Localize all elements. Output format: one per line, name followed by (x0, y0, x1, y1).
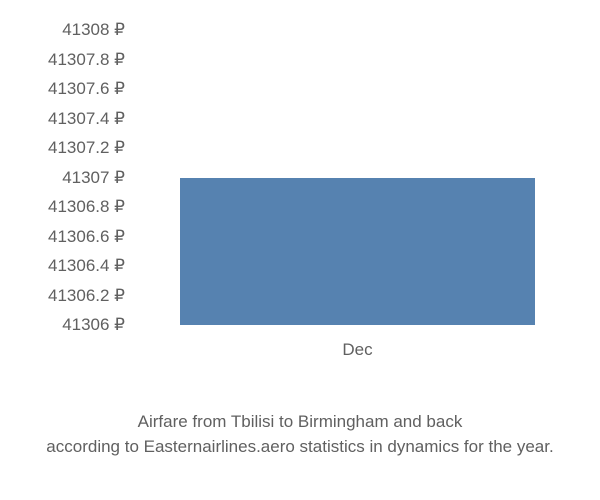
y-tick-label: 41306.6 ₽ (48, 227, 125, 247)
caption-line-1: Airfare from Tbilisi to Birmingham and b… (0, 410, 600, 435)
y-tick-label: 41308 ₽ (62, 20, 125, 40)
y-tick-label: 41306.4 ₽ (48, 256, 125, 276)
caption-line-2: according to Easternairlines.aero statis… (0, 435, 600, 460)
y-tick-label: 41306.2 ₽ (48, 286, 125, 306)
chart-container: 41308 ₽41307.8 ₽41307.6 ₽41307.4 ₽41307.… (0, 30, 600, 360)
x-tick-label: Dec (342, 340, 372, 360)
chart-caption: Airfare from Tbilisi to Birmingham and b… (0, 410, 600, 459)
y-tick-label: 41306.8 ₽ (48, 197, 125, 217)
y-axis: 41308 ₽41307.8 ₽41307.6 ₽41307.4 ₽41307.… (0, 30, 125, 360)
bar (180, 178, 535, 326)
plot-area: Dec (130, 30, 585, 325)
y-tick-label: 41307.6 ₽ (48, 79, 125, 99)
y-tick-label: 41307 ₽ (62, 168, 125, 188)
y-tick-label: 41307.4 ₽ (48, 109, 125, 129)
y-tick-label: 41307.2 ₽ (48, 138, 125, 158)
y-tick-label: 41306 ₽ (62, 315, 125, 335)
y-tick-label: 41307.8 ₽ (48, 50, 125, 70)
